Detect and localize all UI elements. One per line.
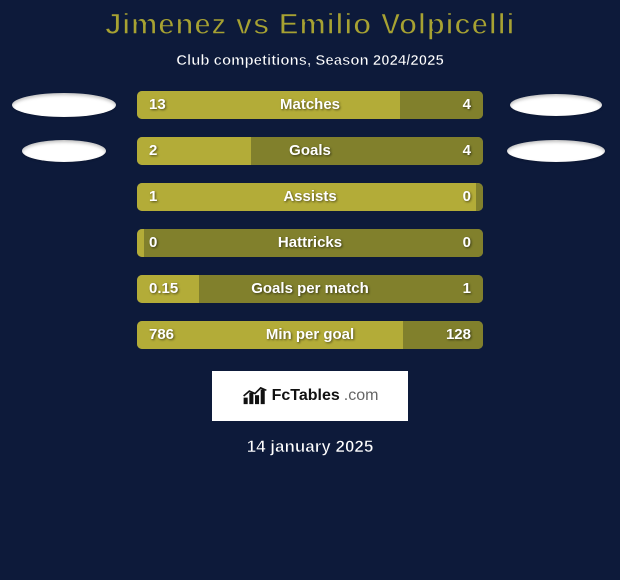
stat-bar: 0 Hattricks 0	[137, 229, 483, 257]
page-title: Jimenez vs Emilio Volpicelli	[0, 8, 620, 42]
stat-value-right: 4	[463, 142, 471, 159]
stat-value-right: 4	[463, 96, 471, 113]
stat-row: 0.15 Goals per match 1	[0, 275, 620, 303]
date-label: 14 january 2025	[0, 437, 620, 457]
left-side-slot	[9, 137, 119, 165]
stat-value-left: 13	[149, 96, 166, 113]
stat-label: Min per goal	[266, 326, 354, 343]
stat-value-left: 0	[149, 234, 157, 251]
player-ellipse-right	[510, 94, 602, 116]
stat-row: 1 Assists 0	[0, 183, 620, 211]
stat-bar: 1 Assists 0	[137, 183, 483, 211]
player-ellipse-right	[507, 140, 605, 162]
left-side-slot	[9, 321, 119, 349]
stat-row: 786 Min per goal 128	[0, 321, 620, 349]
stat-row: 0 Hattricks 0	[0, 229, 620, 257]
stat-label: Matches	[280, 96, 340, 113]
stat-label: Assists	[283, 188, 336, 205]
stat-bar-right-seg	[403, 321, 483, 349]
stat-value-right: 1	[463, 280, 471, 297]
right-side-slot	[501, 183, 611, 211]
stat-row: 13 Matches 4	[0, 91, 620, 119]
stat-value-left: 786	[149, 326, 174, 343]
left-side-slot	[9, 91, 119, 119]
stat-bar-left-seg	[137, 91, 400, 119]
stat-label: Goals per match	[251, 280, 369, 297]
stat-rows: 13 Matches 4 2 Goals 4 1 Assists 0 0 Hattricks 0 0.1…	[0, 91, 620, 349]
bars-icon	[242, 385, 268, 407]
right-side-slot	[501, 275, 611, 303]
stat-label: Goals	[289, 142, 331, 159]
comparison-infographic: Jimenez vs Emilio Volpicelli Club compet…	[0, 0, 620, 580]
stat-bar: 2 Goals 4	[137, 137, 483, 165]
stat-value-right: 0	[463, 188, 471, 205]
right-side-slot	[501, 137, 611, 165]
stat-value-left: 0.15	[149, 280, 178, 297]
stat-row: 2 Goals 4	[0, 137, 620, 165]
right-side-slot	[501, 229, 611, 257]
stat-value-left: 2	[149, 142, 157, 159]
left-side-slot	[9, 275, 119, 303]
right-side-slot	[501, 321, 611, 349]
stat-bar-right-seg	[476, 183, 483, 211]
stat-label: Hattricks	[278, 234, 342, 251]
stat-value-right: 0	[463, 234, 471, 251]
fctables-logo: FcTables.com	[212, 371, 408, 421]
stat-value-right: 128	[446, 326, 471, 343]
left-side-slot	[9, 183, 119, 211]
right-side-slot	[501, 91, 611, 119]
stat-bar-right-seg	[251, 137, 483, 165]
subtitle: Club competitions, Season 2024/2025	[0, 52, 620, 69]
logo-text: FcTables	[272, 387, 340, 405]
left-side-slot	[9, 229, 119, 257]
player-ellipse-left	[22, 140, 106, 162]
stat-value-left: 1	[149, 188, 157, 205]
stat-bar: 786 Min per goal 128	[137, 321, 483, 349]
logo-suffix: .com	[344, 387, 379, 405]
player-ellipse-left	[12, 93, 116, 117]
stat-bar: 13 Matches 4	[137, 91, 483, 119]
stat-bar: 0.15 Goals per match 1	[137, 275, 483, 303]
stat-bar-left-seg	[137, 229, 144, 257]
